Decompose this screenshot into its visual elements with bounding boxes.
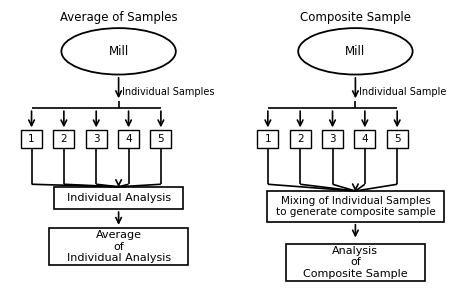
Text: Mixing of Individual Samples
to generate composite sample: Mixing of Individual Samples to generate… <box>275 196 435 217</box>
Text: 2: 2 <box>297 134 303 144</box>
FancyBboxPatch shape <box>355 130 375 148</box>
Text: Individual Sample: Individual Sample <box>359 87 446 97</box>
FancyBboxPatch shape <box>54 187 183 209</box>
Text: Mill: Mill <box>345 45 365 58</box>
Text: 3: 3 <box>329 134 336 144</box>
Text: 3: 3 <box>93 134 100 144</box>
Text: Average of Samples: Average of Samples <box>60 11 177 24</box>
FancyBboxPatch shape <box>49 228 188 265</box>
FancyBboxPatch shape <box>150 130 171 148</box>
FancyBboxPatch shape <box>322 130 343 148</box>
FancyBboxPatch shape <box>118 130 139 148</box>
FancyBboxPatch shape <box>257 130 278 148</box>
FancyBboxPatch shape <box>290 130 310 148</box>
FancyBboxPatch shape <box>267 191 444 222</box>
Text: 5: 5 <box>157 134 164 144</box>
FancyBboxPatch shape <box>21 130 42 148</box>
Text: Mill: Mill <box>109 45 129 58</box>
Text: Individual Analysis: Individual Analysis <box>66 193 171 203</box>
Text: Analysis
of
Composite Sample: Analysis of Composite Sample <box>303 246 408 279</box>
FancyBboxPatch shape <box>54 130 74 148</box>
Text: 4: 4 <box>125 134 132 144</box>
Text: 4: 4 <box>362 134 368 144</box>
Text: 2: 2 <box>61 134 67 144</box>
FancyBboxPatch shape <box>286 244 425 281</box>
Text: 5: 5 <box>394 134 401 144</box>
Text: 1: 1 <box>28 134 35 144</box>
Text: 1: 1 <box>264 134 271 144</box>
Text: Composite Sample: Composite Sample <box>300 11 411 24</box>
Text: Individual Samples: Individual Samples <box>122 87 215 97</box>
Text: Average
of
Individual Analysis: Average of Individual Analysis <box>66 230 171 263</box>
FancyBboxPatch shape <box>387 130 408 148</box>
FancyBboxPatch shape <box>86 130 107 148</box>
